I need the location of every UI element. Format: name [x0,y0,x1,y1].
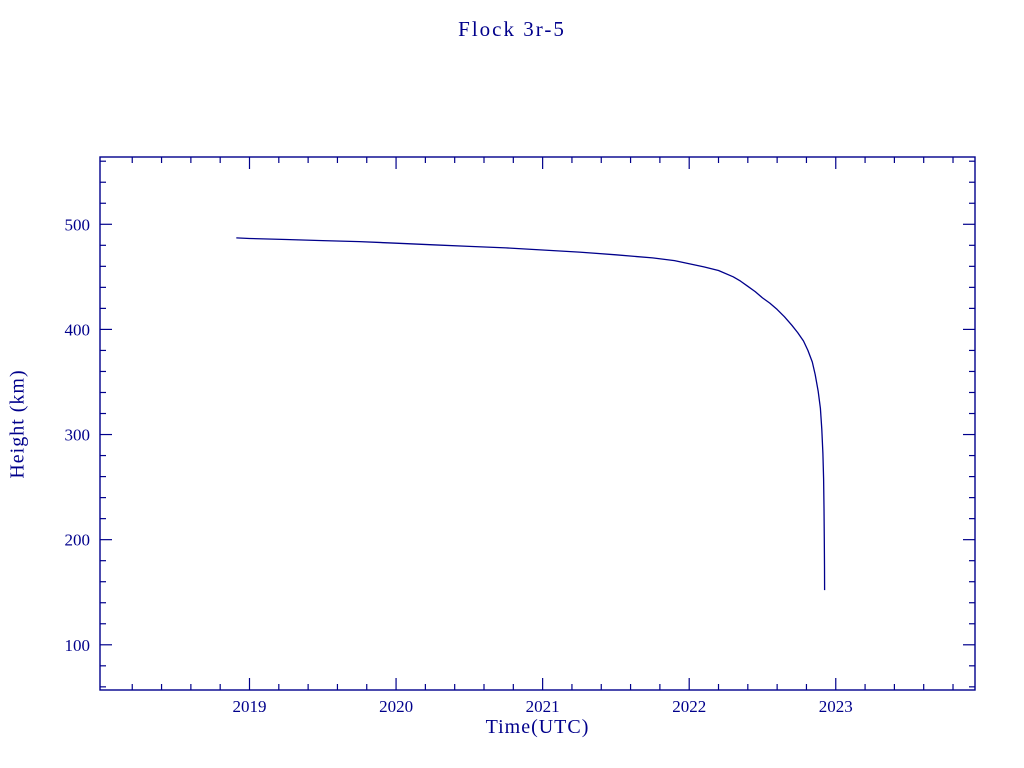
chart-title: Flock 3r-5 [458,17,566,41]
plot-frame [99,156,976,691]
decay-line [236,237,826,591]
x-tick-label: 2021 [526,697,560,716]
y-tick-label: 500 [65,215,91,234]
x-tick-label: 2022 [672,697,706,716]
x-axis-label: Time(UTC) [485,716,590,738]
y-tick-label: 400 [65,320,91,339]
x-tick-label: 2020 [379,697,413,716]
y-tick-label: 300 [65,426,91,445]
x-tick-label: 2019 [232,697,266,716]
y-tick-label: 100 [65,636,91,655]
y-tick-label: 200 [65,531,91,550]
y-axis-label: Height (km) [6,369,29,479]
x-tick-label: 2023 [819,697,853,716]
